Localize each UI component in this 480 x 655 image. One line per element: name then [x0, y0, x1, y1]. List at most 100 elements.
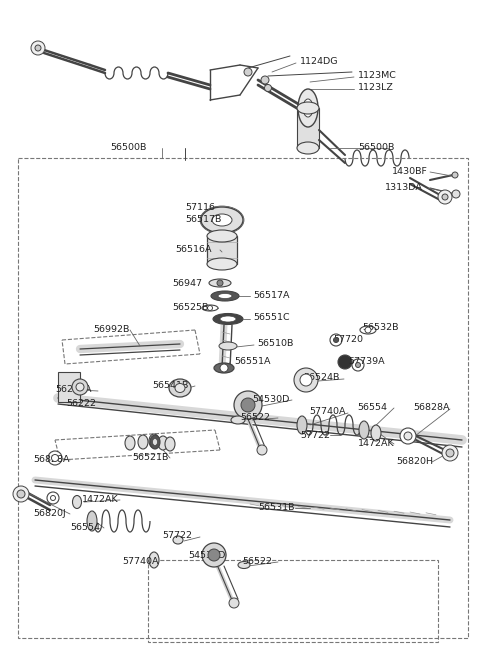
Ellipse shape [72, 495, 82, 508]
Circle shape [17, 490, 25, 498]
Ellipse shape [297, 142, 319, 154]
Text: 56521B: 56521B [132, 453, 168, 462]
Text: 1472AK: 1472AK [82, 495, 119, 504]
Text: 56525B: 56525B [172, 303, 208, 312]
Text: 56532B: 56532B [362, 324, 398, 333]
Text: 1313DA: 1313DA [385, 183, 423, 193]
Text: 56522: 56522 [240, 413, 270, 422]
Ellipse shape [218, 293, 232, 299]
Ellipse shape [359, 421, 369, 439]
Ellipse shape [153, 438, 157, 445]
Text: 54530D: 54530D [252, 396, 289, 405]
Text: 56828A: 56828A [33, 455, 70, 464]
Ellipse shape [158, 436, 168, 450]
Ellipse shape [238, 561, 250, 569]
Circle shape [207, 305, 213, 310]
Circle shape [48, 451, 62, 465]
Circle shape [35, 45, 41, 51]
Circle shape [356, 362, 360, 367]
Circle shape [257, 445, 267, 455]
Circle shape [234, 391, 262, 419]
Circle shape [452, 190, 460, 198]
Circle shape [217, 280, 223, 286]
Circle shape [220, 364, 228, 372]
Circle shape [208, 549, 220, 561]
Ellipse shape [212, 214, 232, 226]
Ellipse shape [149, 552, 159, 568]
Text: 57739A: 57739A [348, 358, 384, 367]
Ellipse shape [138, 435, 148, 449]
Text: 56516A: 56516A [175, 246, 212, 255]
Ellipse shape [211, 291, 239, 301]
Text: 56531B: 56531B [258, 504, 295, 512]
Text: 56820H: 56820H [396, 457, 433, 466]
Circle shape [365, 327, 371, 333]
Text: 1124DG: 1124DG [300, 58, 338, 67]
Text: 56551A: 56551A [234, 358, 271, 367]
Ellipse shape [231, 416, 245, 424]
Circle shape [404, 432, 412, 440]
Circle shape [244, 68, 252, 76]
Circle shape [76, 383, 84, 391]
Circle shape [72, 379, 88, 395]
Ellipse shape [207, 230, 237, 242]
Circle shape [51, 455, 59, 462]
Circle shape [294, 368, 318, 392]
Text: 56554: 56554 [357, 403, 387, 413]
Ellipse shape [213, 314, 243, 324]
Circle shape [47, 492, 59, 504]
Circle shape [330, 334, 342, 346]
Circle shape [300, 374, 312, 386]
Text: 56820J: 56820J [33, 510, 66, 519]
Ellipse shape [360, 326, 376, 334]
Ellipse shape [150, 435, 160, 449]
Ellipse shape [214, 363, 234, 373]
Ellipse shape [371, 425, 381, 441]
Circle shape [31, 41, 45, 55]
Circle shape [442, 194, 448, 200]
Circle shape [229, 598, 239, 608]
Ellipse shape [209, 279, 231, 287]
FancyBboxPatch shape [207, 236, 237, 264]
Circle shape [261, 76, 269, 84]
Text: 57740A: 57740A [309, 407, 346, 417]
Text: 56517A: 56517A [253, 291, 289, 299]
Ellipse shape [175, 383, 185, 392]
FancyBboxPatch shape [58, 372, 80, 402]
Ellipse shape [149, 434, 159, 448]
Ellipse shape [165, 437, 175, 451]
Ellipse shape [87, 511, 97, 531]
Text: 57116: 57116 [185, 204, 215, 212]
Text: 1123LZ: 1123LZ [358, 83, 394, 92]
Text: 56554: 56554 [70, 523, 100, 533]
FancyBboxPatch shape [297, 108, 319, 148]
Text: 56828A: 56828A [413, 403, 449, 413]
Circle shape [452, 172, 458, 178]
Ellipse shape [219, 342, 237, 350]
Ellipse shape [297, 102, 319, 114]
Circle shape [338, 355, 352, 369]
Circle shape [13, 486, 29, 502]
Text: 54530D: 54530D [188, 550, 226, 559]
Circle shape [202, 543, 226, 567]
Ellipse shape [303, 99, 313, 117]
Text: 57722: 57722 [162, 531, 192, 540]
Text: 56222: 56222 [66, 400, 96, 409]
Circle shape [446, 449, 454, 457]
Circle shape [352, 359, 364, 371]
Text: 56517B: 56517B [185, 214, 221, 223]
Ellipse shape [297, 416, 307, 434]
Text: 56541B: 56541B [152, 381, 188, 390]
Circle shape [334, 337, 338, 343]
Text: 57740A: 57740A [122, 557, 158, 567]
Text: 1123MC: 1123MC [358, 71, 397, 81]
Text: 56524B: 56524B [303, 373, 339, 383]
Text: 56551C: 56551C [253, 314, 289, 322]
Text: 56522: 56522 [242, 557, 272, 567]
Text: 56224A: 56224A [55, 386, 92, 394]
Circle shape [442, 445, 458, 461]
Ellipse shape [201, 207, 243, 233]
Circle shape [264, 84, 272, 92]
Text: 56500B: 56500B [110, 143, 146, 153]
Ellipse shape [298, 89, 318, 127]
